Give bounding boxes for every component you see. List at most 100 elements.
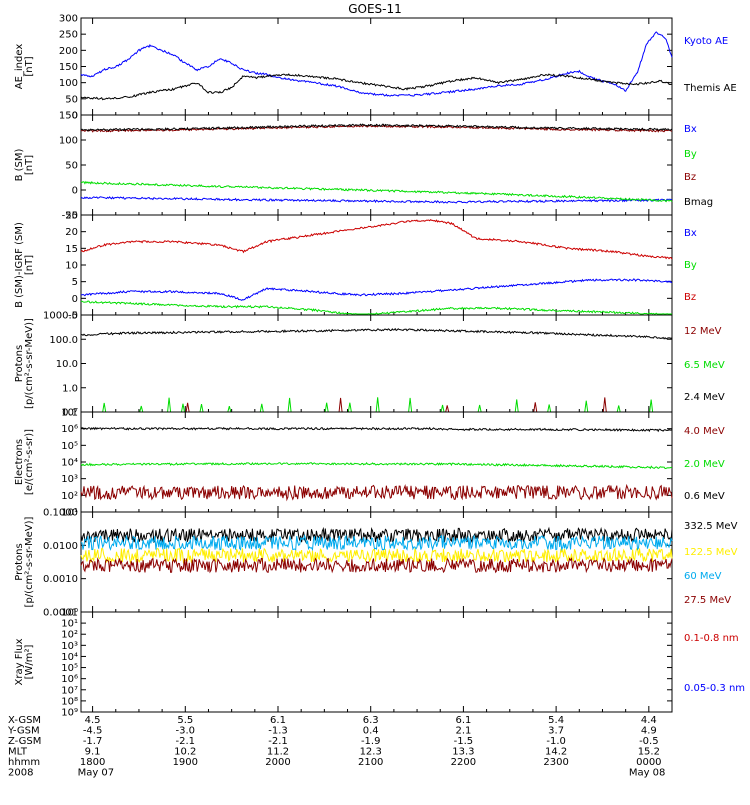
panel-6-series-332-5-mev [80,526,673,544]
panel-3-ytick-label: 0 [72,294,78,305]
panel-6-legend-122-5-mev: 122.5 MeV [684,547,738,558]
ephemeris-value: -1.7 [83,736,103,747]
ephemeris-value: 2.1 [455,726,471,737]
panel-6-legend-332-5-mev: 332.5 MeV [684,521,738,532]
panel-2-legend-bx: Bx [684,124,697,135]
panel-2-ytick-label: -50 [62,211,78,222]
panel-4-ylabel: Protons [14,345,25,382]
ephemeris-value: 6.1 [270,715,286,726]
panel-3-ylabel: [nT] [24,255,35,275]
panel-1-ytick-label: 150 [59,62,78,73]
panel-4-series-6-5-mev [81,397,672,413]
panel-1-ylabel: AE_index [14,44,25,90]
panel-2-ylabel: [nT] [24,155,35,175]
panel-1-ylabel: [nT] [24,56,35,76]
panel-7-ytick-label: 10⁷ [61,685,78,696]
panel-7-ylabel: Xray Flux [14,638,25,685]
panel-5-legend-4-0-mev: 4.0 MeV [684,426,725,437]
panel-7-ylabel: [W/m²] [24,644,35,679]
ephemeris-value: -4.5 [83,726,103,737]
panel-6-series-60-mev [81,533,673,552]
ephemeris-value: -1.3 [268,726,288,737]
panel-4-legend-6-5-mev: 6.5 MeV [684,360,725,371]
panel-5-legend-0-6-mev: 0.6 MeV [684,491,725,502]
panel-7-ytick-label: 10³ [61,641,78,652]
panel-3-ylabel: B (SM)-IGRF (SM) [14,222,25,308]
panel-7-ytick-label: 10⁵ [61,663,78,674]
panel-4-ylabel: [p/(cm²-s-sr-MeV)] [24,318,35,409]
ephemeris-value: 11.2 [267,747,289,758]
panel-6-series-122-5-mev [80,547,673,564]
panel-3-ytick-label: 15 [65,244,78,255]
panel-2-legend-by: By [684,149,697,160]
ephemeris-row-label: Z-GSM [8,736,41,747]
panel-7-frame [80,611,673,713]
panel-5-ytick-label: 10⁴ [61,458,78,469]
panel-4-ytick-label: 1.0 [62,383,78,394]
ephemeris-row-label: MLT [8,747,28,758]
panel-6-ytick-label: 0.0100 [43,541,78,552]
panel-5-ytick-label: 10⁷ [61,408,78,419]
ephemeris-value: -2.1 [176,736,196,747]
panel-2-ytick-label: 100 [59,136,78,147]
panel-5-series-2-0-mev [80,461,673,470]
ephemeris-value: 2100 [358,757,383,768]
panel-6-legend-60-mev: 60 MeV [684,571,722,582]
panel-1-ytick-label: 250 [59,30,78,41]
panel-7-ytick-label: 10⁹ [61,708,78,719]
panel-2-series-by [80,180,673,203]
panel-7-ytick-label: 10⁰ [61,608,78,619]
panel-6-series-27-5-mev [80,557,673,574]
panel-4-ytick-label: 0.1 [62,408,78,419]
ephemeris-value: 1800 [80,757,105,768]
ephemeris-value: 2200 [451,757,476,768]
ephemeris-value: 4.4 [641,715,657,726]
ephemeris-value: 5.4 [548,715,564,726]
panel-1-ytick-label: 300 [59,14,78,25]
panel-4-ytick-label: 10.0 [56,359,78,370]
panel-3-legend-by: By [684,260,697,271]
panel-3-series-by [80,300,672,315]
panel-5-ytick-label: 10¹ [61,508,78,519]
ephemeris-value: 10.2 [174,747,196,758]
panel-4-ytick-label: 1000.0 [43,311,78,322]
panel-3-ytick-label: 5 [72,277,78,288]
panel-3-series-bz [80,219,673,260]
panel-7-legend-0-05-0-3-nm: 0.05-0.3 nm [684,683,745,694]
panel-1-legend-kyoto-ae: Kyoto AE [684,36,728,47]
ephemeris-row-label: 2008 [8,768,33,779]
panel-2-ytick-label: 50 [65,161,78,172]
ephemeris-value: 12.3 [360,747,382,758]
panel-3-ytick-label: 20 [65,227,78,238]
panel-6-ylabel: [p/(cm²-s-sr-MeV)] [24,516,35,607]
ephemeris-value: 3.7 [548,726,564,737]
ephemeris-value: May 07 [78,768,115,779]
panel-5-ytick-label: 10⁶ [61,424,78,435]
panel-4-series-2-4-mev [80,327,673,340]
panel-6-ytick-label: 0.0010 [43,574,78,585]
ephemeris-value: 14.2 [545,747,567,758]
panel-7-ytick-label: 10⁶ [61,674,78,685]
panel-2-series-bz [80,124,673,133]
ephemeris-value: 0.4 [363,726,379,737]
panel-5-ylabel: [e/(cm²-s-sr)] [24,429,35,495]
ephemeris-value: -1.0 [546,736,566,747]
panel-3-frame [80,214,673,316]
panel-1-series-kyoto-ae [80,31,673,97]
chart-title: GOES-11 [348,2,402,16]
panel-1-ytick-label: 0 [72,111,78,122]
panel-1-series-themis-ae [80,73,673,101]
panel-2-ytick-label: 150 [59,111,78,122]
panel-5-ytick-label: 10² [61,491,78,502]
panel-2-legend-bmag: Bmag [684,197,713,208]
panel-1-ytick-label: 200 [59,46,78,57]
panel-3-ytick-label: 25 [65,211,78,222]
panel-5-legend-2-0-mev: 2.0 MeV [684,459,725,470]
panel-1-legend-themis-ae: Themis AE [683,83,737,94]
panel-1-frame [80,17,673,116]
panel-5-ylabel: Electrons [14,439,25,485]
ephemeris-value: 15.2 [638,747,660,758]
ephemeris-value: 0000 [636,757,661,768]
ephemeris-row-label: hhmm [8,757,40,768]
